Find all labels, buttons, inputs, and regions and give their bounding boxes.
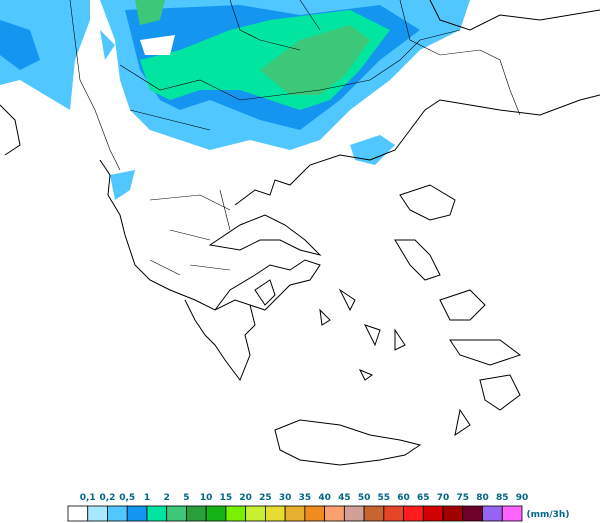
legend-swatch [245,505,266,522]
legend-label: 90 [516,493,529,503]
borders [69,0,521,276]
legend-swatch [343,505,365,522]
legend-label: 2 [164,493,170,503]
legend-swatch [304,505,326,522]
legend-swatch [126,505,148,522]
legend-swatch [324,505,345,522]
legend-swatch [462,505,483,522]
legend-swatch [205,505,227,522]
legend-unit: (mm/3h) [527,510,570,520]
legend-label: 60 [397,493,410,503]
legend-label: 10 [200,493,213,503]
legend-label: 55 [378,493,391,503]
legend-label: 45 [338,493,351,503]
legend-swatch [186,505,207,522]
legend-swatch [403,505,424,522]
legend-label: 85 [496,493,509,503]
legend-label: 25 [259,493,272,503]
legend-label: 0,5 [119,493,135,503]
legend-swatch [284,505,306,522]
legend-swatch [383,505,404,522]
precipitation-field [0,0,470,200]
legend-swatch [166,505,187,522]
legend-label: 75 [457,493,470,503]
legend-swatch [146,505,168,522]
legend-swatch [442,505,464,522]
legend-swatch [87,505,108,522]
legend-swatch [225,505,247,522]
legend-swatch [501,505,523,522]
legend-label: 40 [318,493,331,503]
legend-label: 80 [476,493,489,503]
legend-swatch [67,505,89,522]
legend-label: 0,2 [100,493,116,503]
legend-label: 5 [183,493,189,503]
legend-label: 70 [437,493,450,503]
legend-swatch [107,505,128,522]
legend-label: 50 [358,493,371,503]
legend: 0,1 0,2 0,5 1 2 5 10 15 20 25 30 35 40 45 50 55 60 65 70 75… [67,493,570,522]
legend-swatch [482,505,503,522]
legend-label: 1 [144,493,150,503]
legend-label: 15 [220,493,233,503]
coastlines [0,0,600,466]
legend-swatch [363,505,385,522]
legend-swatch [264,505,286,522]
legend-label: 30 [279,493,292,503]
legend-label: 65 [417,493,430,503]
legend-label: 35 [299,493,312,503]
legend-label: 20 [239,493,252,503]
legend-label: 0,1 [80,493,96,503]
legend-swatch [422,505,444,522]
